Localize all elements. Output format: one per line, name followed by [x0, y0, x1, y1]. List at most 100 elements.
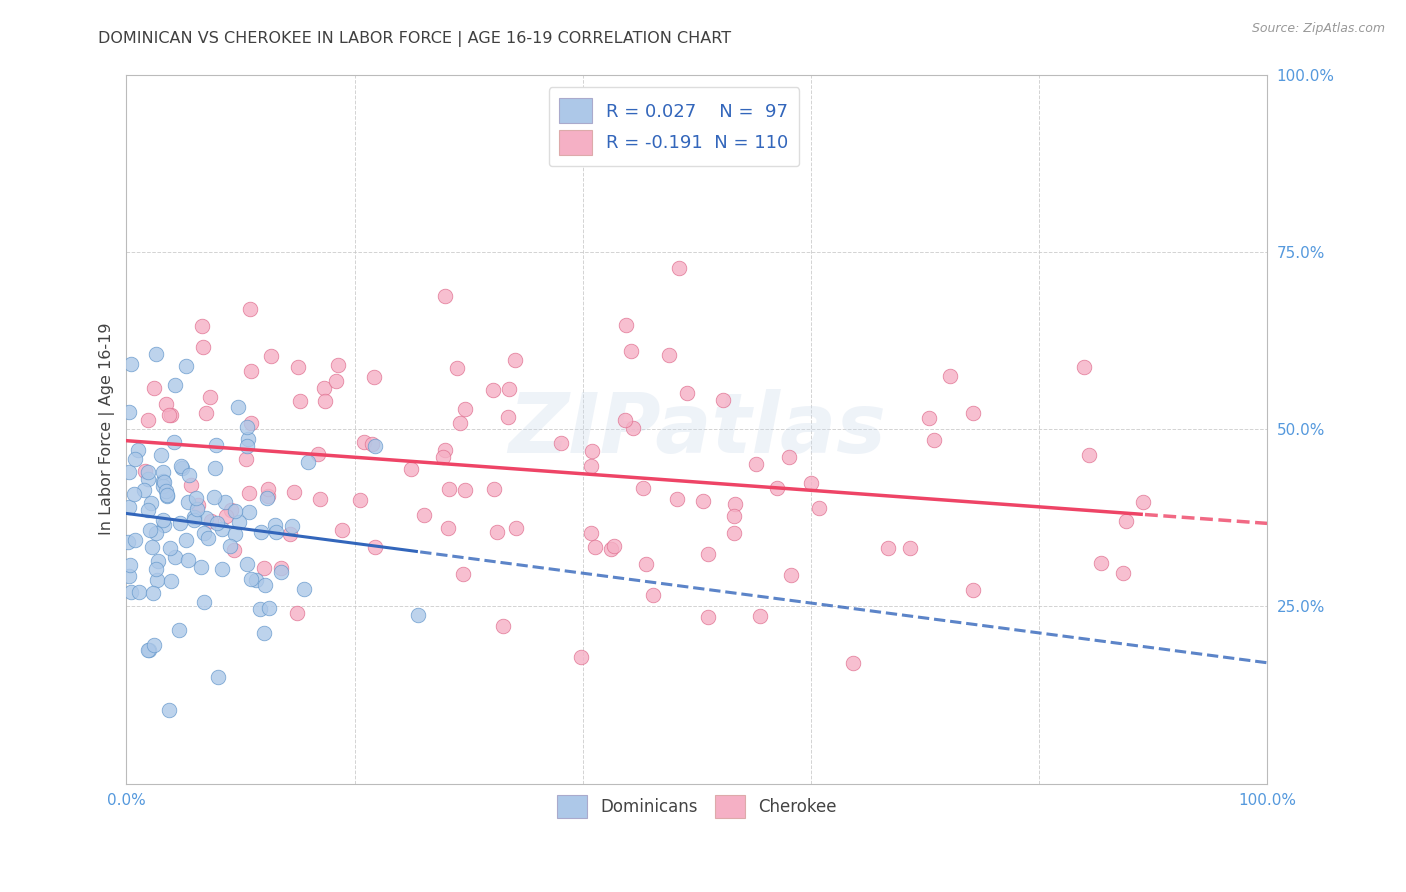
Point: [766, 481, 789, 495]
Point: [256, 482, 278, 496]
Point: [219, 539, 242, 553]
Point: [877, 541, 900, 555]
Point: [190, 559, 212, 574]
Point: [136, 472, 159, 486]
Point: [152, 474, 174, 488]
Point: [226, 400, 249, 414]
Point: [214, 495, 236, 509]
Point: [800, 476, 823, 491]
Point: [118, 569, 141, 583]
Point: [141, 540, 163, 554]
Point: [1112, 566, 1135, 581]
Point: [155, 483, 177, 498]
Point: [614, 413, 637, 427]
Point: [152, 512, 174, 526]
Point: [250, 524, 273, 539]
Point: [157, 408, 180, 422]
Point: [492, 619, 515, 633]
Point: [128, 585, 150, 599]
Point: [434, 289, 457, 303]
Y-axis label: In Labor Force | Age 16-19: In Labor Force | Age 16-19: [100, 323, 115, 535]
Point: [138, 643, 160, 657]
Point: [778, 450, 800, 464]
Point: [197, 531, 219, 545]
Point: [432, 450, 454, 465]
Point: [194, 406, 217, 420]
Point: [326, 359, 349, 373]
Point: [136, 413, 159, 427]
Point: [498, 382, 520, 396]
Point: [363, 370, 385, 384]
Point: [676, 386, 699, 401]
Point: [156, 489, 179, 503]
Point: [723, 508, 745, 523]
Point: [118, 405, 141, 419]
Point: [236, 433, 259, 447]
Point: [256, 491, 278, 505]
Point: [139, 496, 162, 510]
Point: [187, 498, 209, 512]
Point: [449, 417, 471, 431]
Point: [172, 460, 194, 475]
Point: [204, 461, 226, 475]
Point: [1073, 359, 1095, 374]
Point: [120, 357, 142, 371]
Point: [152, 478, 174, 492]
Point: [211, 562, 233, 576]
Point: [240, 573, 263, 587]
Point: [228, 515, 250, 529]
Point: [235, 452, 257, 467]
Point: [202, 490, 225, 504]
Point: [446, 360, 468, 375]
Point: [406, 608, 429, 623]
Point: [505, 353, 527, 368]
Point: [160, 408, 183, 422]
Point: [330, 523, 353, 537]
Point: [145, 347, 167, 361]
Point: [621, 420, 644, 434]
Point: [138, 503, 160, 517]
Point: [603, 540, 626, 554]
Point: [938, 369, 960, 384]
Point: [711, 393, 734, 408]
Point: [581, 458, 603, 473]
Point: [138, 643, 160, 657]
Point: [697, 610, 720, 624]
Point: [569, 649, 592, 664]
Point: [136, 465, 159, 479]
Point: [1115, 514, 1137, 528]
Point: [616, 318, 638, 332]
Point: [180, 478, 202, 492]
Point: [325, 374, 347, 388]
Point: [239, 301, 262, 316]
Point: [118, 500, 141, 514]
Point: [453, 483, 475, 497]
Point: [658, 348, 681, 362]
Point: [723, 525, 745, 540]
Point: [696, 547, 718, 561]
Point: [184, 491, 207, 505]
Point: [219, 502, 242, 516]
Point: [581, 444, 603, 458]
Point: [692, 494, 714, 508]
Point: [433, 442, 456, 457]
Point: [193, 525, 215, 540]
Point: [924, 433, 946, 447]
Point: [451, 567, 474, 582]
Point: [498, 409, 520, 424]
Point: [1078, 448, 1101, 462]
Point: [808, 501, 831, 516]
Point: [666, 491, 689, 506]
Point: [283, 485, 305, 500]
Point: [240, 417, 263, 431]
Text: Source: ZipAtlas.com: Source: ZipAtlas.com: [1251, 22, 1385, 36]
Point: [120, 585, 142, 599]
Point: [260, 350, 283, 364]
Point: [152, 465, 174, 479]
Point: [281, 519, 304, 533]
Point: [285, 607, 308, 621]
Point: [841, 657, 863, 671]
Point: [236, 439, 259, 453]
Point: [264, 518, 287, 533]
Point: [163, 435, 186, 450]
